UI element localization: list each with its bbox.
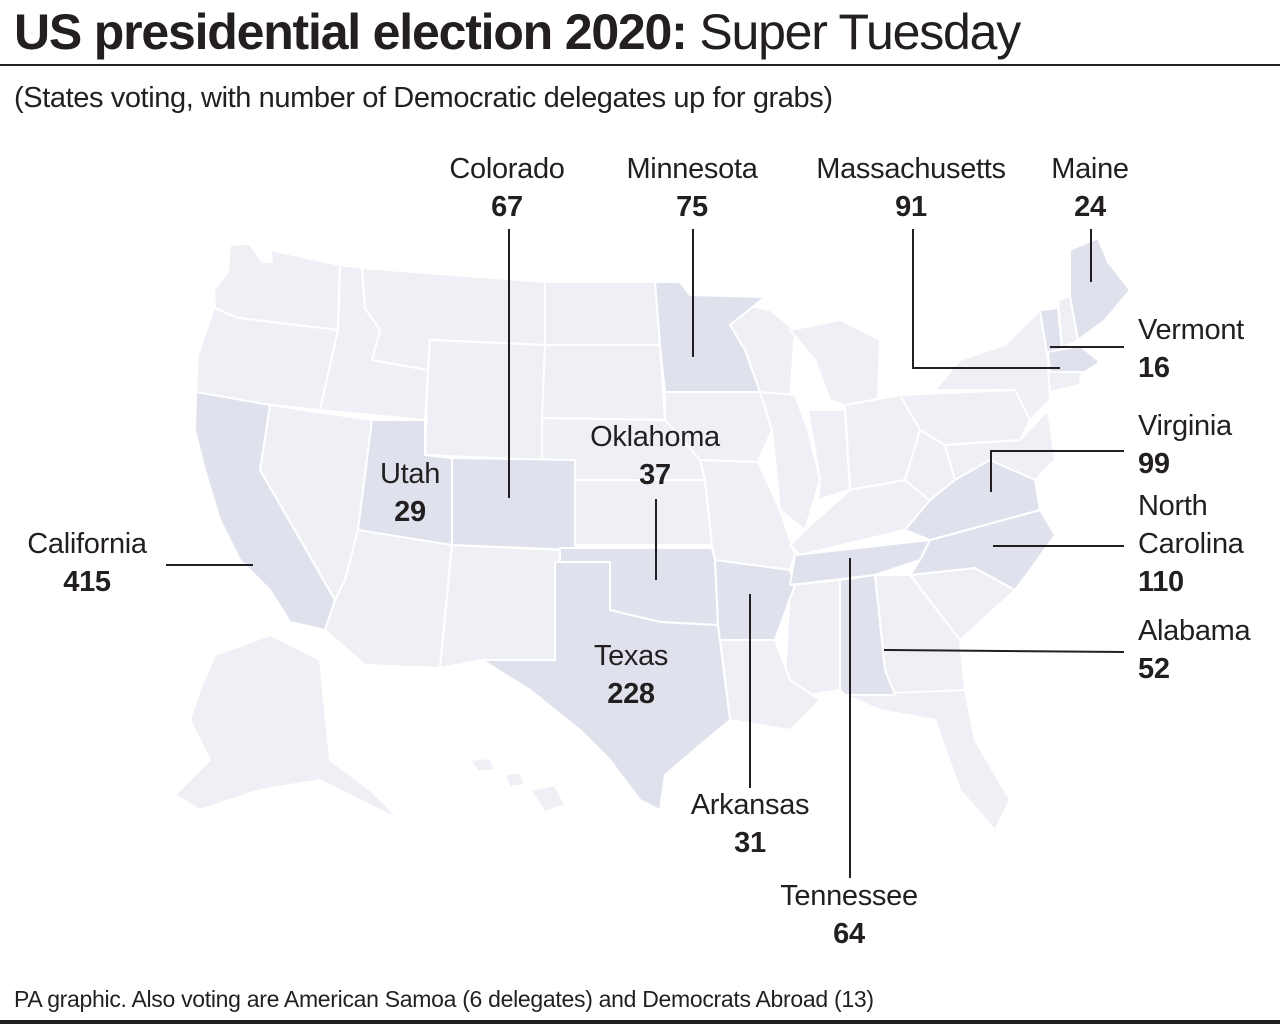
state-name: Tennessee — [780, 880, 918, 912]
delegate-count: 24 — [1074, 191, 1106, 223]
state-maine — [1069, 237, 1131, 341]
state-name: Alabama — [1138, 615, 1251, 647]
delegate-count: 29 — [394, 496, 426, 528]
state-alaska — [174, 634, 401, 821]
label-virginia: Virginia 99 — [1138, 407, 1232, 483]
state-north-carolina — [909, 509, 1056, 591]
label-alabama: Alabama 52 — [1138, 612, 1251, 688]
leader-line-massachusetts — [912, 229, 1060, 369]
state-minnesota — [654, 281, 766, 393]
state-name: Minnesota — [626, 153, 758, 185]
state-colorado — [451, 457, 576, 551]
leader-line-alabama — [883, 649, 1125, 653]
label-arkansas: Arkansas 31 — [691, 786, 810, 862]
page-title: US presidential election 2020: Super Tue… — [14, 2, 1021, 62]
label-massachusetts: Massachusetts 91 — [816, 150, 1006, 226]
state-wyoming — [424, 339, 546, 461]
state-virginia — [904, 459, 1041, 541]
state-name: Utah — [379, 458, 441, 490]
state-name: Virginia — [1138, 410, 1232, 442]
state-arkansas — [714, 559, 796, 641]
state-michigan — [789, 319, 881, 411]
state-tennessee — [789, 539, 931, 586]
label-vermont: Vermont 16 — [1138, 311, 1244, 387]
delegate-count: 99 — [1138, 448, 1170, 480]
state-name: Arkansas — [690, 789, 810, 821]
delegate-count: 16 — [1138, 352, 1170, 384]
delegate-count: 52 — [1138, 653, 1170, 685]
state-name: Colorado — [449, 153, 565, 185]
delegate-count: 91 — [895, 191, 927, 223]
state-mississippi — [784, 579, 841, 696]
label-oklahoma: Oklahoma 37 — [590, 418, 720, 494]
label-north-carolina: North Carolina 110 — [1138, 487, 1244, 601]
delegate-count: 37 — [639, 459, 671, 491]
label-minnesota: Minnesota 75 — [626, 150, 757, 226]
subtitle: (States voting, with number of Democrati… — [14, 82, 833, 114]
delegate-count: 64 — [833, 918, 865, 950]
state-california — [194, 391, 336, 631]
state-name-line2: Carolina — [1138, 528, 1244, 560]
state-name: Vermont — [1138, 314, 1244, 346]
state-illinois — [759, 391, 821, 531]
state-texas — [481, 561, 731, 811]
label-utah: Utah 29 — [380, 455, 440, 531]
state-name: Texas — [593, 640, 669, 672]
delegate-count: 415 — [63, 566, 111, 598]
bottom-rule — [0, 1020, 1280, 1024]
delegate-count: 67 — [491, 191, 523, 223]
delegate-count: 75 — [676, 191, 708, 223]
delegate-count: 31 — [734, 827, 766, 859]
state-new-mexico — [439, 544, 561, 669]
label-california: California 415 — [27, 525, 147, 601]
state-alabama — [839, 574, 896, 696]
label-tennessee: Tennessee 64 — [780, 877, 918, 953]
state-florida — [844, 689, 1011, 831]
state-south-dakota — [541, 344, 666, 421]
title-rule — [0, 64, 1280, 66]
state-name: Maine — [1051, 153, 1129, 185]
state-name: Massachusetts — [816, 153, 1006, 185]
state-name: California — [27, 528, 147, 560]
delegate-count: 110 — [1138, 566, 1184, 598]
title-light: Super Tuesday — [699, 4, 1021, 60]
label-texas: Texas 228 — [593, 637, 669, 713]
state-north-dakota — [544, 281, 661, 346]
leader-line-virginia — [990, 450, 1124, 492]
label-maine: Maine 24 — [1051, 150, 1129, 226]
label-colorado: Colorado 67 — [449, 150, 565, 226]
state-hawaii — [469, 757, 566, 813]
state-indiana — [807, 409, 851, 501]
title-bold: US presidential election 2020: — [14, 4, 688, 60]
state-oregon — [195, 307, 339, 411]
footer-note: PA graphic. Also voting are American Sam… — [14, 986, 874, 1012]
state-name: Oklahoma — [590, 421, 720, 453]
state-name-line1: North — [1138, 490, 1208, 522]
delegate-count: 228 — [607, 678, 655, 710]
